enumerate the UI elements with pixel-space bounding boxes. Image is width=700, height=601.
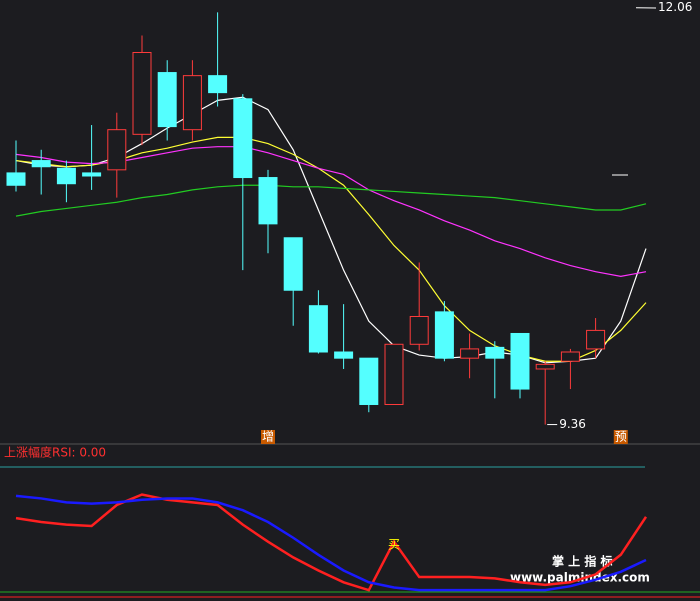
- signal-box: [261, 430, 275, 444]
- candle-body: [586, 329, 606, 350]
- watermark-name: 掌 上 指 标: [552, 554, 613, 569]
- candle-body: [233, 98, 253, 179]
- candle-body: [56, 167, 76, 185]
- candle-body: [82, 172, 102, 177]
- low-label: 9.36: [559, 417, 586, 431]
- series-line: [15, 184, 647, 217]
- candle-body: [283, 237, 303, 291]
- series-line: [15, 493, 648, 592]
- indicator-title: 上涨幅度RSI: 0.00: [4, 445, 106, 460]
- candle-body: [208, 75, 228, 94]
- candle-body: [510, 332, 530, 390]
- candle-body: [31, 160, 51, 168]
- signal: 预: [615, 430, 627, 444]
- high-label: 12.06: [658, 0, 692, 14]
- candle-body: [157, 72, 177, 128]
- candle-body: [359, 357, 379, 405]
- candle-body: [6, 172, 26, 186]
- candle-body: [107, 129, 127, 171]
- signal-box: [613, 430, 628, 444]
- candle-body: [460, 348, 480, 359]
- candle-body: [308, 305, 328, 353]
- signal: 增: [262, 430, 274, 444]
- candle-body: [485, 346, 505, 359]
- candle-body: [434, 311, 454, 359]
- series-line: [15, 494, 647, 592]
- candle-body: [182, 75, 202, 131]
- signal: 买: [388, 538, 400, 552]
- candle-body: [334, 351, 354, 359]
- candle-body: [409, 315, 429, 345]
- candle-body: [560, 351, 580, 362]
- candle-body: [535, 363, 555, 370]
- candle-body: [384, 343, 404, 405]
- candle-body: [132, 51, 152, 135]
- candle-body: [258, 177, 278, 225]
